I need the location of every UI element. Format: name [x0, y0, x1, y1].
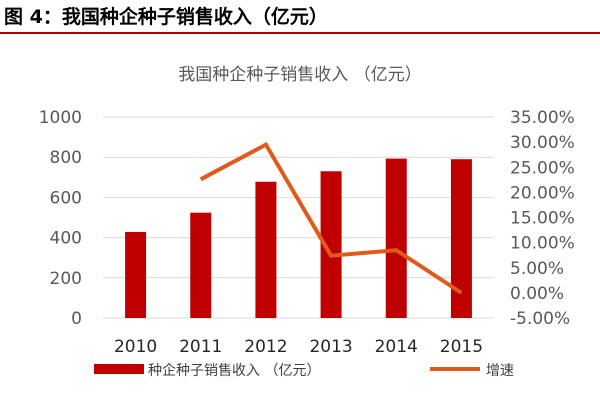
title-rule	[0, 32, 600, 34]
legend-label-line: 增速	[486, 363, 514, 379]
left-tick-label: 200	[50, 269, 82, 289]
bar-2011	[190, 212, 212, 318]
x-tick-label: 2010	[114, 337, 157, 357]
bar-2015	[450, 159, 472, 318]
right-tick-label: 20.00%	[510, 183, 575, 203]
right-tick-label: 25.00%	[510, 158, 575, 178]
right-tick-label: 35.00%	[510, 108, 575, 128]
bar-2013	[320, 171, 342, 318]
left-tick-label: 1000	[39, 108, 82, 128]
left-tick-label: 400	[50, 229, 82, 249]
right-tick-label: 0.00%	[510, 284, 564, 304]
legend-swatch-bar	[94, 364, 144, 374]
x-tick-label: 2014	[375, 337, 418, 357]
right-tick-label: 15.00%	[510, 209, 575, 229]
x-tick-label: 2012	[244, 337, 287, 357]
right-tick-label: 30.00%	[510, 133, 575, 153]
figure-title: 图 4：我国种企种子销售收入（亿元）	[4, 6, 328, 28]
right-tick-label: 10.00%	[510, 234, 575, 254]
left-tick-label: 600	[50, 188, 82, 208]
x-tick-label: 2013	[309, 337, 352, 357]
bar-2010	[125, 231, 147, 318]
right-tick-label: -5.00%	[510, 309, 570, 329]
right-tick-label: 5.00%	[510, 259, 564, 279]
left-tick-label: 800	[50, 148, 82, 168]
bar-2014	[385, 158, 407, 318]
left-tick-label: 0	[71, 309, 82, 329]
chart-title: 我国种企种子销售收入 （亿元）	[178, 65, 421, 85]
x-tick-label: 2011	[179, 337, 222, 357]
x-tick-label: 2015	[440, 337, 483, 357]
bar-2012	[255, 181, 277, 318]
legend-label-bar: 种企种子销售收入 （亿元）	[148, 362, 320, 379]
